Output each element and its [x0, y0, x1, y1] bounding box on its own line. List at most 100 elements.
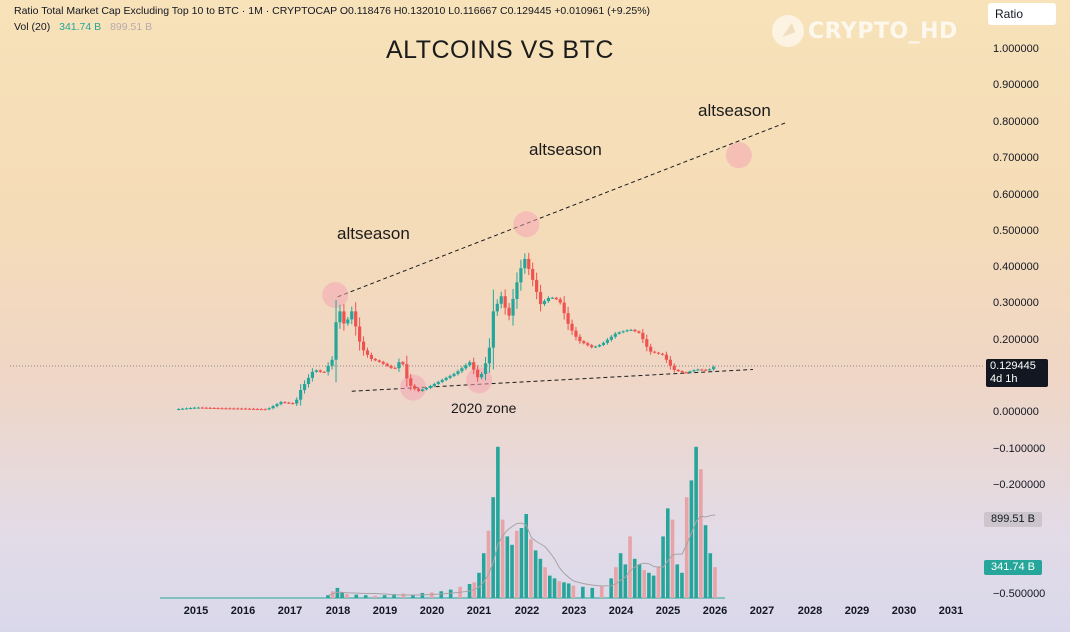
volume-ma-tag: 899.51 B [984, 512, 1042, 527]
candle-body [381, 361, 385, 364]
candle-body [696, 369, 700, 371]
annotation-2020-zone: 2020 zone [451, 400, 517, 416]
volume-bar [505, 536, 510, 598]
candle-body [361, 341, 366, 351]
y-tick-label: 0.700000 [993, 152, 1039, 164]
annotation-altseason-2: altseason [529, 140, 602, 159]
candle-body [417, 388, 421, 391]
last-price-value: 0.129445 [990, 360, 1036, 372]
candle-body [483, 363, 488, 374]
candle-body [283, 402, 287, 404]
volume-bar [510, 544, 514, 598]
volume-bar [552, 578, 557, 598]
volume-bar [571, 585, 576, 598]
candle-body [476, 369, 480, 378]
candle-body [495, 303, 499, 312]
volume-bar [448, 589, 453, 598]
candle-body [204, 407, 208, 409]
candle-body [688, 371, 692, 373]
volume-bar [651, 575, 656, 598]
candle-body [676, 369, 680, 372]
candle-body [444, 377, 448, 380]
candle-layer [177, 252, 716, 411]
candle-body [251, 408, 256, 410]
volume-bar [703, 525, 708, 598]
volume-bar [632, 558, 637, 598]
candle-body [401, 362, 405, 365]
volume-bar [477, 572, 481, 598]
volume-bar [637, 564, 642, 598]
candle-body [542, 301, 547, 305]
candle-body [660, 353, 665, 355]
y-tick-label: 0.400000 [993, 261, 1039, 273]
volume-bar [566, 583, 571, 598]
volume-bar [373, 595, 377, 598]
x-tick-label: 2017 [277, 605, 303, 617]
candle-body [318, 370, 322, 372]
candle-body [247, 408, 252, 410]
candle-body [354, 311, 358, 327]
volume-bar [481, 553, 486, 598]
candle-body [511, 298, 515, 316]
candle-body [181, 408, 185, 410]
x-tick-label: 2031 [938, 605, 964, 617]
candle-body [236, 408, 240, 410]
volume-bar [557, 581, 562, 598]
x-tick-label: 2028 [797, 605, 823, 617]
volume-bar [623, 564, 628, 598]
candle-body [464, 365, 468, 369]
volume-bar [713, 567, 717, 598]
volume-bar [680, 572, 684, 598]
candle-body [350, 311, 354, 320]
candle-body [279, 402, 283, 405]
volume-bar [533, 550, 538, 598]
highlight-circle [513, 211, 540, 238]
y-tick-label: −0.100000 [993, 443, 1046, 455]
candle-body [263, 409, 267, 411]
candle-body [452, 373, 456, 376]
x-tick-label: 2022 [514, 605, 540, 617]
candle-body [491, 311, 495, 348]
candle-body [594, 346, 598, 348]
candle-body [287, 402, 291, 404]
volume-bar [590, 587, 595, 598]
volume-bar [430, 592, 434, 598]
volume-bar [689, 480, 694, 598]
y-tick-label: 1.000000 [993, 43, 1039, 55]
candle-body [334, 322, 338, 360]
candle-body [692, 370, 696, 372]
x-tick-label: 2029 [844, 605, 870, 617]
volume-bar [618, 553, 623, 598]
x-tick-label: 2015 [183, 605, 209, 617]
candle-body [271, 406, 275, 409]
volume-bar [411, 594, 415, 598]
volume-bar [401, 593, 406, 598]
volume-bar [548, 575, 552, 598]
candle-body [432, 383, 436, 386]
y-tick-label: 0.800000 [993, 116, 1039, 128]
candle-body [570, 323, 574, 331]
candle-body [243, 408, 248, 410]
y-tick-label: −0.200000 [993, 479, 1046, 491]
candle-body [566, 313, 570, 324]
watermark: CRYPTO_HD [772, 13, 958, 49]
candle-body [330, 359, 334, 366]
candle-body [192, 407, 197, 409]
candle-body [405, 364, 409, 379]
candle-body [597, 344, 602, 347]
candle-body [212, 407, 216, 409]
volume-header: Vol (20) 341.74 B 899.51 B [14, 21, 152, 33]
candle-body [617, 332, 621, 334]
candle-body [456, 371, 460, 374]
volume-bar [656, 567, 661, 598]
candle-body [267, 408, 271, 410]
x-tick-label: 2019 [372, 605, 398, 617]
x-tick-label: 2020 [419, 605, 445, 617]
candle-body [550, 297, 554, 299]
candle-body [625, 330, 629, 332]
candle-body [397, 362, 401, 369]
scale-mode-button[interactable]: Ratio [988, 3, 1056, 25]
candle-body [613, 333, 617, 337]
